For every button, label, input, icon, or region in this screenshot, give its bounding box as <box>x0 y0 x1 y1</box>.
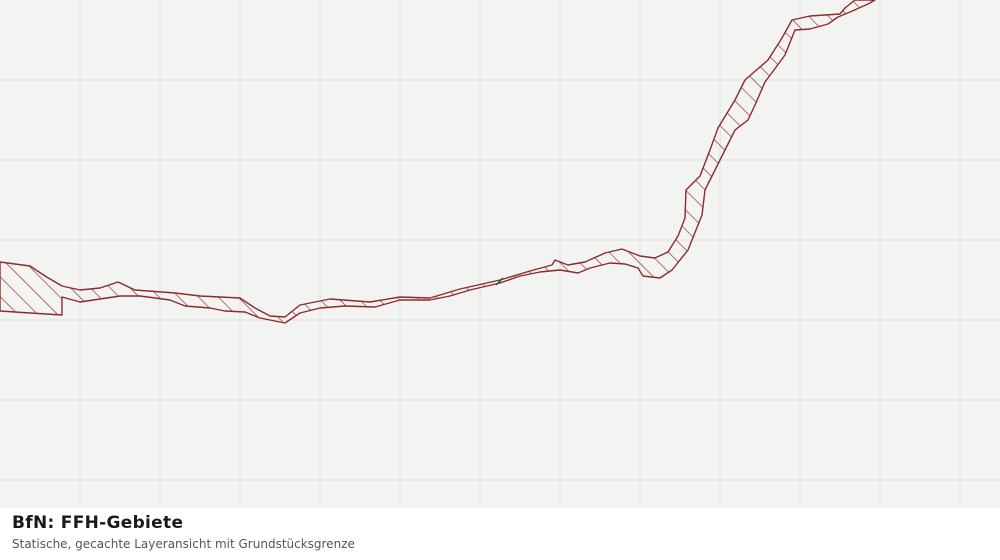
map-view[interactable] <box>0 0 1000 508</box>
layer-title: BfN: FFH-Gebiete <box>12 513 184 533</box>
ffh-area[interactable] <box>0 0 876 324</box>
layer-subtitle: Statische, gecachte Layeransicht mit Gru… <box>12 537 355 551</box>
marker <box>495 277 504 286</box>
footer: BfN: FFH-Gebiete Statische, gecachte Lay… <box>0 508 1000 560</box>
map-background <box>0 0 1000 508</box>
parcel-grid <box>0 0 1000 508</box>
